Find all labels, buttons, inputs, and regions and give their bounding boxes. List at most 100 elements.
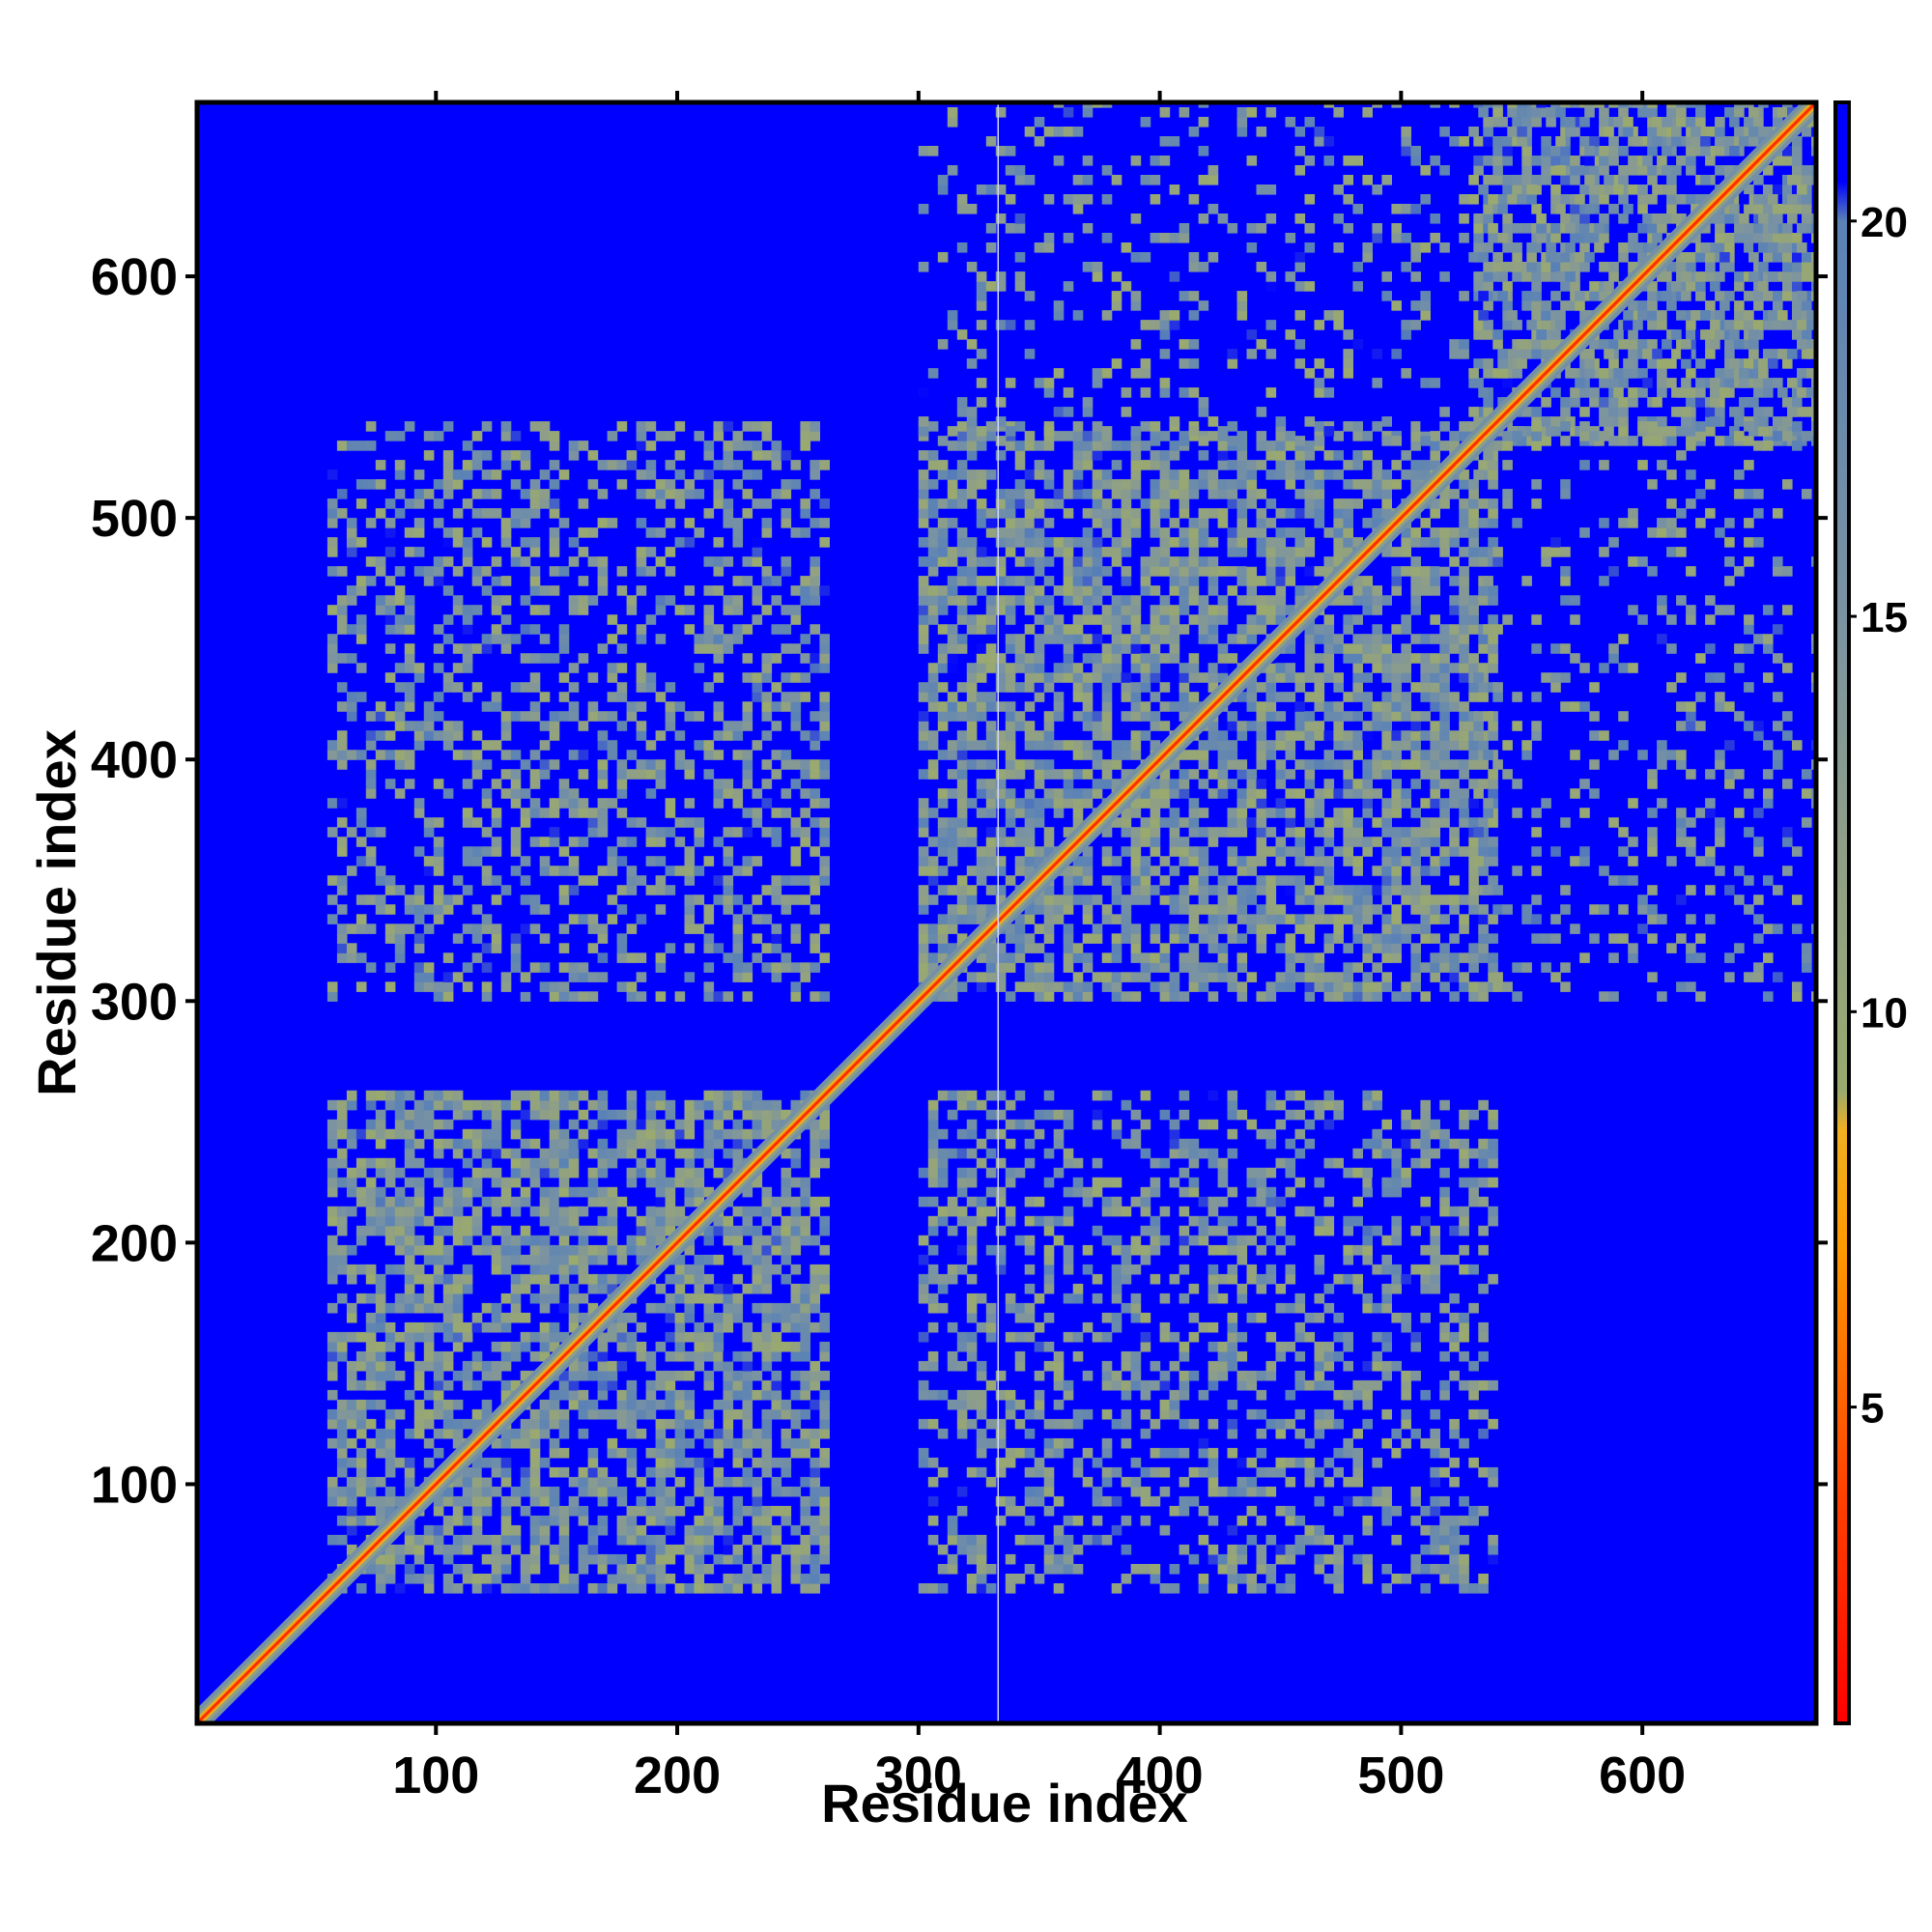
heatmap-cell [937, 585, 949, 596]
heatmap-cell [1439, 952, 1450, 963]
heatmap-cell [1589, 185, 1600, 195]
heatmap-cell [1792, 310, 1803, 321]
heatmap-cell [1043, 672, 1055, 683]
heatmap-cell [966, 682, 978, 693]
heatmap-cell [336, 933, 348, 944]
heatmap-cell [365, 1437, 377, 1449]
heatmap-cell [1169, 440, 1180, 451]
heatmap-cell [1401, 730, 1411, 741]
heatmap-cell [761, 1119, 773, 1130]
heatmap-cell [375, 1225, 386, 1236]
heatmap-cell [995, 450, 1007, 461]
heatmap-cell [1082, 952, 1094, 963]
heatmap-cell [1608, 397, 1619, 408]
heatmap-cell [471, 1524, 483, 1536]
heatmap-cell [956, 527, 968, 538]
heatmap-cell [674, 1428, 686, 1439]
heatmap-cell [1792, 252, 1803, 263]
heatmap-cell [384, 1428, 396, 1439]
heatmap-cell [947, 518, 958, 528]
heatmap-cell [452, 1418, 464, 1430]
heatmap-cell [1439, 682, 1450, 693]
heatmap-cell [336, 1254, 348, 1265]
heatmap-cell [976, 972, 987, 982]
heatmap-cell [1159, 981, 1171, 992]
heatmap-cell [1478, 981, 1489, 992]
heatmap-cell [452, 1273, 464, 1285]
heatmap-cell [645, 1389, 657, 1401]
heatmap-cell [1401, 991, 1411, 1002]
heatmap-cell [713, 1495, 724, 1507]
heatmap-cell [384, 1408, 396, 1420]
heatmap-cell [645, 1379, 657, 1391]
heatmap-cell [539, 1408, 551, 1420]
heatmap-cell [1285, 643, 1296, 654]
heatmap-cell [539, 1418, 551, 1430]
heatmap-cell [1121, 547, 1132, 557]
heatmap-cell [1053, 672, 1065, 683]
heatmap-cell [1391, 856, 1402, 867]
heatmap-cell [1217, 566, 1229, 577]
heatmap-cell [655, 1495, 667, 1507]
heatmap-cell [1294, 537, 1306, 548]
heatmap-cell [346, 1128, 357, 1140]
heatmap-cell [819, 1264, 830, 1275]
heatmap-cell [1130, 527, 1142, 538]
heatmap-cell [442, 1167, 454, 1179]
heatmap-cell [665, 1350, 676, 1362]
heatmap-cell [1053, 634, 1065, 644]
heatmap-cell [761, 1215, 773, 1227]
heatmap-cell [1236, 508, 1248, 519]
heatmap-cell [1314, 856, 1325, 867]
heatmap-cell [1275, 469, 1287, 480]
heatmap-cell [1150, 817, 1161, 828]
heatmap-cell [471, 1138, 483, 1150]
heatmap-cell [423, 1350, 435, 1362]
heatmap-cell [918, 556, 929, 567]
heatmap-cell [442, 1254, 454, 1265]
heatmap-cell [423, 856, 435, 867]
heatmap-cell [355, 1360, 367, 1372]
heatmap-cell [481, 1574, 493, 1584]
heatmap-cell [384, 1225, 396, 1236]
heatmap-cell [1092, 489, 1103, 499]
heatmap-cell [1024, 605, 1036, 615]
heatmap-cell [1753, 194, 1764, 205]
heatmap-cell [1101, 827, 1113, 838]
heatmap-cell [1352, 421, 1363, 432]
heatmap-cell [1420, 895, 1431, 905]
heatmap-cell [1686, 320, 1696, 330]
heatmap-cell [1488, 962, 1498, 973]
heatmap-cell [394, 1544, 406, 1555]
heatmap-cell [1236, 981, 1248, 992]
heatmap-cell [723, 1167, 734, 1179]
heatmap-cell [918, 643, 929, 654]
heatmap-cell [1352, 595, 1363, 606]
heatmap-cell [384, 1321, 396, 1333]
heatmap-cell [413, 566, 425, 577]
heatmap-cell [742, 1379, 753, 1391]
heatmap-cell [918, 711, 929, 722]
heatmap-cell [1381, 933, 1392, 944]
heatmap-cell [995, 653, 1007, 664]
heatmap-cell [1323, 450, 1335, 461]
heatmap-cell [1314, 952, 1325, 963]
heatmap-cell [529, 1447, 541, 1459]
heatmap-cell [1179, 692, 1190, 702]
heatmap-cell [732, 1389, 744, 1401]
heatmap-cell [520, 1090, 531, 1101]
heatmap-cell [1459, 672, 1469, 683]
heatmap-cell [529, 1206, 541, 1217]
heatmap-cell [336, 1418, 348, 1430]
heatmap-cell [1072, 576, 1084, 586]
heatmap-cell [375, 1283, 386, 1294]
heatmap-cell [1333, 518, 1344, 528]
heatmap-cell [413, 885, 425, 895]
heatmap-cell [1150, 624, 1161, 635]
heatmap-cell [918, 740, 929, 751]
heatmap-cell [937, 537, 949, 548]
heatmap-cell [752, 1090, 763, 1101]
heatmap-cell [1637, 204, 1648, 214]
heatmap-cell [394, 460, 406, 470]
heatmap-cell [1459, 711, 1469, 722]
